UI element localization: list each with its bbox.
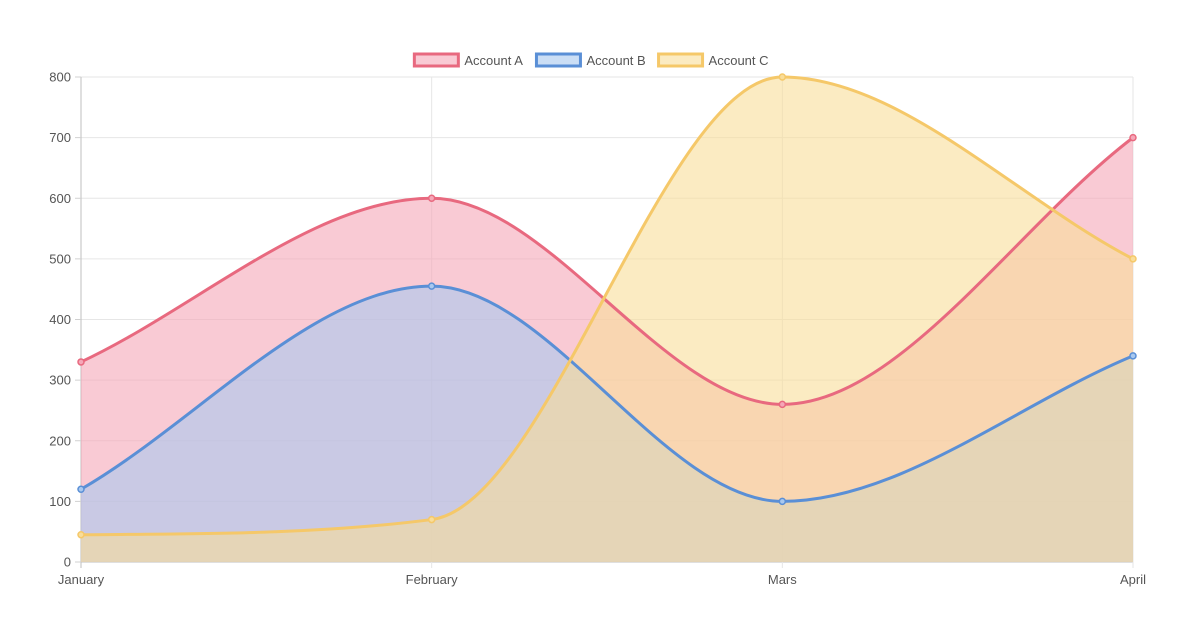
point-account-b-february[interactable] — [427, 282, 436, 290]
legend-label-account-b: Account B — [586, 53, 645, 68]
series-points — [77, 73, 1137, 539]
legend-label-account-a: Account A — [464, 53, 523, 68]
y-tick-label-0: 0 — [64, 555, 71, 570]
legend-swatch-account-a — [412, 52, 460, 68]
legend-swatch-account-c — [657, 52, 705, 68]
y-tick-label-100: 100 — [49, 494, 71, 509]
y-tick-label-300: 300 — [49, 373, 71, 388]
y-tick-label-200: 200 — [49, 433, 71, 448]
line-account-c — [79, 75, 1135, 537]
x-tick-label-january: January — [58, 572, 105, 587]
legend-swatch-account-b — [534, 52, 582, 68]
x-tick-label-april: April — [1120, 572, 1146, 587]
series-lines — [79, 75, 1135, 537]
y-tick-label-400: 400 — [49, 312, 71, 327]
y-tick-label-500: 500 — [49, 251, 71, 266]
legend-label-account-c: Account C — [709, 53, 769, 68]
point-account-c-mars[interactable] — [778, 73, 787, 81]
series-areas — [81, 77, 1133, 562]
line-account-b — [79, 284, 1135, 503]
point-account-c-january[interactable] — [77, 530, 85, 539]
legend-item-account-a[interactable]: Account A — [412, 52, 523, 68]
x-tick-label-mars: Mars — [768, 572, 797, 587]
point-account-b-april[interactable] — [1129, 352, 1137, 360]
x-tick-label-february: February — [406, 572, 459, 587]
legend-item-account-b[interactable]: Account B — [534, 52, 646, 68]
point-account-c-february[interactable] — [427, 515, 436, 524]
point-account-b-january[interactable] — [77, 485, 85, 493]
legend: Account A Account B Account C — [412, 52, 769, 68]
point-account-b-mars[interactable] — [778, 497, 787, 506]
y-tick-label-800: 800 — [49, 70, 71, 85]
y-tick-label-700: 700 — [49, 130, 71, 145]
point-account-a-april[interactable] — [1129, 133, 1137, 142]
axes: 0 100 200 300 400 500 600 700 800 January February… — [49, 70, 1146, 588]
point-account-a-january[interactable] — [77, 358, 85, 366]
point-account-c-april[interactable] — [1129, 255, 1137, 263]
line-account-a — [79, 136, 1135, 406]
point-account-a-february[interactable] — [427, 194, 436, 202]
point-account-a-mars[interactable] — [778, 400, 787, 409]
legend-item-account-c[interactable]: Account C — [657, 52, 769, 68]
area-account-c — [81, 77, 1133, 562]
y-tick-label-600: 600 — [49, 191, 71, 206]
